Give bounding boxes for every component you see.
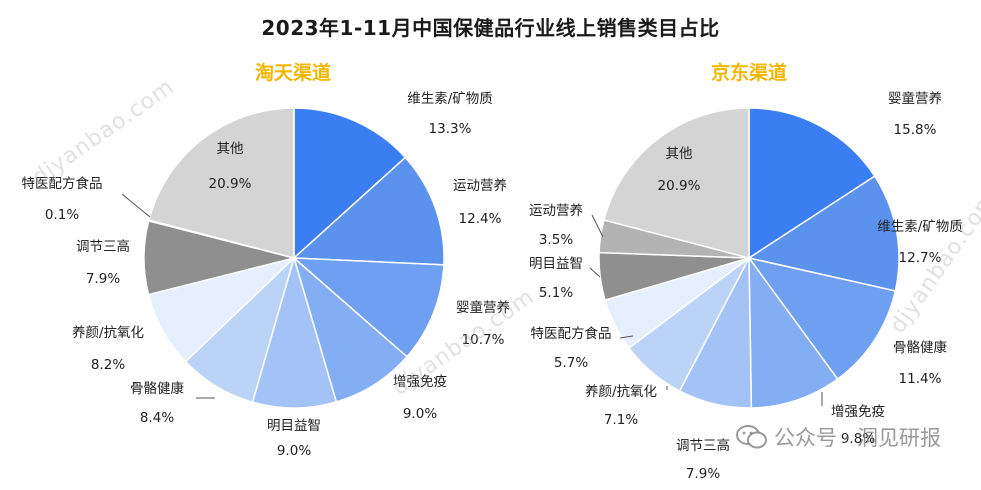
pie-slice	[292, 156, 445, 266]
slice-value-label: 20.9%	[209, 176, 252, 192]
slice-label: 婴童营养	[888, 90, 942, 107]
leader-line	[619, 335, 634, 339]
slice-label: 特医配方食品	[22, 175, 103, 192]
slice-value-label: 9.0%	[277, 443, 311, 459]
slice-label: 维生素/矿物质	[407, 91, 493, 107]
slice-label: 明目益智	[267, 418, 321, 434]
slice-value-label: 5.1%	[539, 285, 573, 301]
slice-label: 增强免疫	[393, 374, 447, 390]
slice-label: 增强免疫	[831, 404, 885, 420]
slice-label: 养颜/抗氧化	[585, 384, 657, 400]
slice-value-label: 7.9%	[86, 271, 120, 287]
slice-label: 调节三高	[76, 238, 130, 255]
slice-label: 明目益智	[529, 256, 583, 272]
slice-label: 特医配方食品	[531, 325, 612, 342]
slice-value-label: 8.2%	[91, 357, 125, 373]
slice-label: 其他	[217, 141, 244, 157]
slice-value-label: 8.4%	[140, 410, 174, 426]
slice-value-label: 15.8%	[894, 122, 937, 138]
slice-label: 养颜/抗氧化	[72, 325, 144, 341]
wechat-icon	[735, 425, 768, 449]
leader-line	[589, 267, 601, 278]
slice-value-label: 11.4%	[899, 371, 942, 387]
slice-value-label: 10.7%	[462, 332, 505, 348]
pie-slice	[147, 107, 295, 259]
slice-value-label: 9.8%	[841, 431, 875, 447]
source-credit: 公众号 · 洞见研报	[735, 422, 941, 452]
slice-label: 运动营养	[453, 178, 507, 194]
pie-title-jingdong: 京东渠道	[710, 62, 787, 84]
pie-slice	[748, 107, 876, 260]
slice-value-label: 5.7%	[554, 355, 588, 371]
slice-value-label: 9.0%	[403, 406, 437, 422]
pie-slice	[748, 255, 839, 409]
slice-value-label: 0.1%	[45, 207, 79, 223]
pie-slice	[747, 256, 897, 381]
slice-value-label: 20.9%	[658, 178, 701, 194]
pie-slice	[747, 175, 900, 292]
leader-line	[121, 193, 151, 218]
pie-slice	[251, 255, 338, 409]
chart-title: 2023年1-11月中国保健品行业线上销售类目占比	[261, 16, 720, 40]
slice-label: 骨骼健康	[130, 380, 184, 397]
pie-title-taotian: 淘天渠道	[254, 62, 331, 84]
slice-label: 婴童营养	[456, 299, 510, 316]
slice-value-label: 7.1%	[604, 412, 638, 428]
slice-label: 运动营养	[529, 203, 583, 219]
pie-slice	[602, 107, 750, 259]
slice-value-label: 3.5%	[539, 232, 573, 248]
leader-line	[591, 214, 604, 238]
source-text: 公众号 · 洞见研报	[773, 426, 941, 450]
slice-value-label: 12.7%	[899, 250, 942, 266]
slice-value-label: 7.9%	[686, 466, 720, 482]
pie-slice	[292, 255, 408, 403]
slice-value-label: 12.4%	[459, 211, 502, 227]
slice-label: 骨骼健康	[893, 339, 947, 356]
slice-label: 维生素/矿物质	[877, 219, 963, 235]
slice-label: 其他	[666, 146, 693, 162]
slice-label: 调节三高	[676, 437, 730, 454]
slice-value-label: 13.3%	[429, 121, 472, 137]
pie-slice	[291, 257, 445, 358]
pie-slice	[293, 107, 407, 260]
